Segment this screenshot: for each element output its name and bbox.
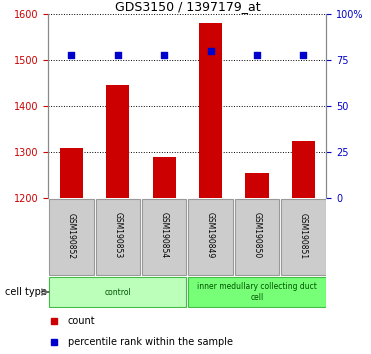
FancyBboxPatch shape <box>96 199 140 275</box>
Text: GSM190853: GSM190853 <box>113 212 122 259</box>
FancyBboxPatch shape <box>235 199 279 275</box>
Text: percentile rank within the sample: percentile rank within the sample <box>68 337 233 348</box>
FancyBboxPatch shape <box>188 277 326 307</box>
Text: GSM190854: GSM190854 <box>160 212 169 259</box>
FancyBboxPatch shape <box>188 199 233 275</box>
FancyBboxPatch shape <box>49 277 187 307</box>
Text: control: control <box>104 287 131 297</box>
Text: GSM190850: GSM190850 <box>252 212 262 259</box>
Point <box>69 52 75 57</box>
Point <box>161 52 167 57</box>
FancyBboxPatch shape <box>281 199 326 275</box>
Bar <box>106 86 129 198</box>
Bar <box>199 23 222 198</box>
Bar <box>60 148 83 198</box>
Text: cell type: cell type <box>6 287 47 297</box>
Point <box>301 52 306 57</box>
Text: count: count <box>68 316 95 326</box>
FancyBboxPatch shape <box>49 199 94 275</box>
Point <box>115 52 121 57</box>
Point <box>208 48 214 54</box>
Title: GDS3150 / 1397179_at: GDS3150 / 1397179_at <box>115 0 260 13</box>
Bar <box>292 141 315 198</box>
Text: GSM190852: GSM190852 <box>67 212 76 259</box>
Bar <box>152 157 176 198</box>
Point <box>254 52 260 57</box>
FancyBboxPatch shape <box>142 199 187 275</box>
Text: GSM190849: GSM190849 <box>206 212 215 259</box>
Bar <box>245 173 269 198</box>
Text: inner medullary collecting duct
cell: inner medullary collecting duct cell <box>197 282 317 302</box>
Text: GSM190851: GSM190851 <box>299 212 308 259</box>
